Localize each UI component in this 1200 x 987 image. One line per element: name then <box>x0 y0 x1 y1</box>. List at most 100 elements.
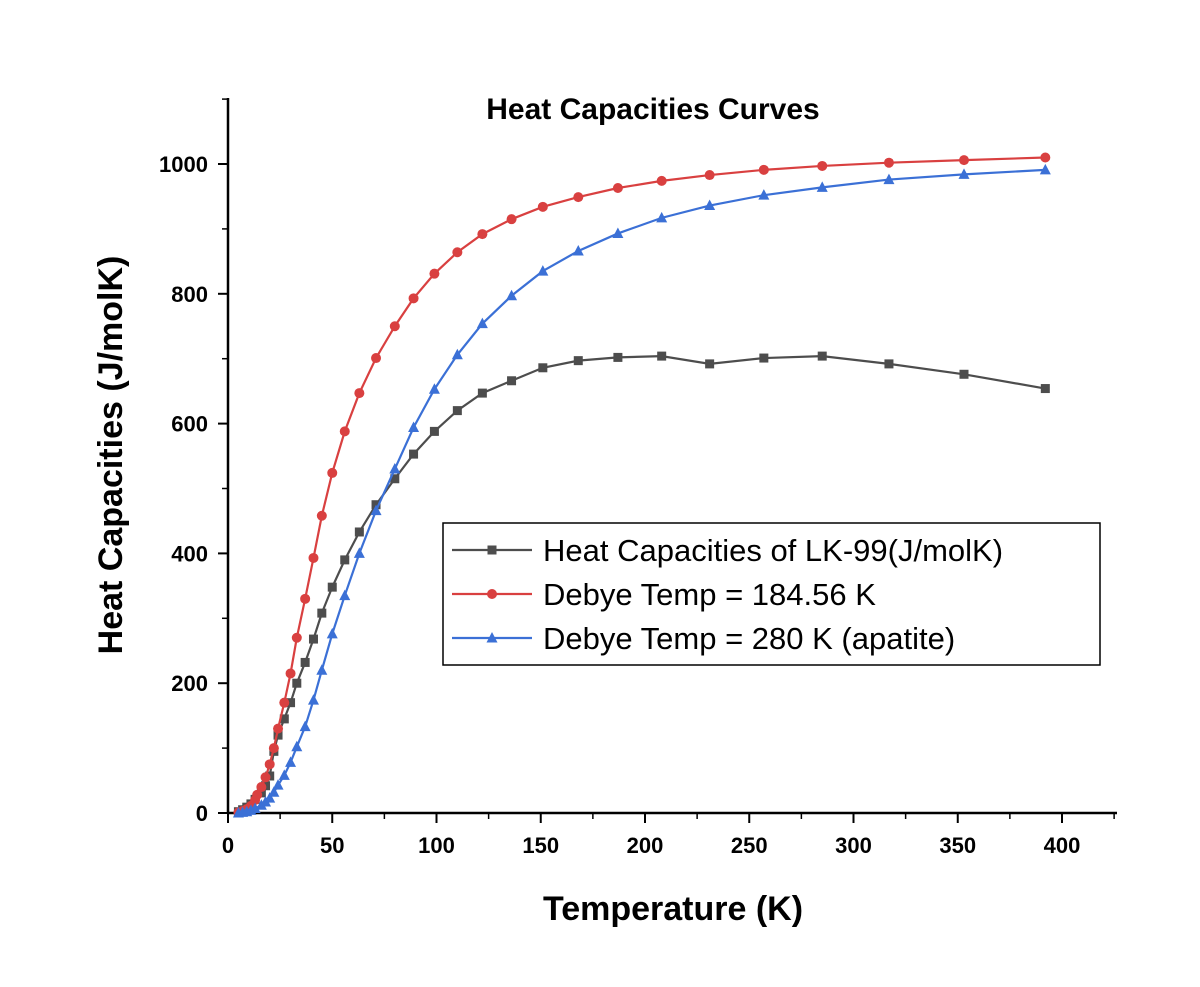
data-point-debye-18456 <box>371 353 382 364</box>
data-point-debye-18456 <box>477 229 488 240</box>
data-point-debye-280 <box>278 769 290 780</box>
data-point-debye-18456 <box>506 214 517 225</box>
data-point-debye-18456 <box>704 170 715 181</box>
series-debye-280 <box>232 163 1051 818</box>
data-point-debye-280 <box>704 199 716 211</box>
data-point-debye-18456 <box>573 192 584 203</box>
x-tick-label: 100 <box>418 833 455 858</box>
y-ticks: 0 200 400 600 800 1000 <box>159 98 228 826</box>
y-tick-label: 1000 <box>159 152 208 177</box>
data-point-debye-280 <box>370 504 382 516</box>
data-point-debye-18456 <box>308 552 319 563</box>
data-point-debye-18456 <box>300 593 311 604</box>
data-point-debye-280 <box>268 786 280 797</box>
y-tick-label: 800 <box>171 282 208 307</box>
data-point-lk99 <box>507 376 517 386</box>
data-point-debye-280 <box>958 168 970 179</box>
axes <box>226 98 1117 815</box>
data-point-debye-18456 <box>758 164 769 175</box>
data-point-lk99 <box>354 527 364 537</box>
data-point-debye-280 <box>272 779 284 790</box>
data-point-lk99 <box>300 657 310 667</box>
data-point-debye-18456 <box>817 160 828 171</box>
legend-box <box>442 522 1101 666</box>
data-point-debye-280 <box>316 664 328 675</box>
series-line-debye-280 <box>238 168 1046 815</box>
data-point-debye-18456 <box>883 157 894 168</box>
data-point-lk99 <box>477 388 487 398</box>
x-tick-label: 350 <box>939 833 976 858</box>
series-debye-18456 <box>233 152 1051 818</box>
data-point-debye-280 <box>758 189 770 200</box>
data-point-debye-280 <box>299 720 311 732</box>
data-point-debye-18456 <box>389 321 400 332</box>
x-tick-label: 50 <box>320 833 344 858</box>
data-point-debye-280 <box>506 289 518 301</box>
data-point-lk99 <box>409 449 419 459</box>
data-point-debye-18456 <box>656 175 667 186</box>
data-point-debye-18456 <box>408 293 419 304</box>
data-point-debye-18456 <box>959 155 970 166</box>
data-point-debye-18456 <box>537 201 548 212</box>
chart-title: Heat Capacities Curves <box>486 93 820 126</box>
x-tick-label: 250 <box>731 833 768 858</box>
data-point-debye-280 <box>249 802 261 813</box>
data-point-debye-280 <box>291 740 303 752</box>
legend-label: Debye Temp = 280 K (apatite) <box>543 621 955 656</box>
data-point-debye-280 <box>572 244 584 256</box>
data-point-debye-280 <box>285 756 297 767</box>
x-tick-label: 400 <box>1044 833 1081 858</box>
data-point-debye-18456 <box>612 183 623 194</box>
legend-label: Debye Temp = 184.56 K <box>543 577 876 612</box>
y-tick-label: 0 <box>196 801 208 826</box>
data-point-lk99 <box>273 730 283 740</box>
data-point-debye-280 <box>656 211 668 223</box>
data-point-lk99 <box>390 474 400 484</box>
data-point-debye-280 <box>816 181 828 192</box>
data-point-debye-280 <box>408 421 420 432</box>
data-point-debye-280 <box>389 463 401 474</box>
x-ticks: 0 50 100 150 200 250 300 350 400 <box>222 813 1115 858</box>
data-point-lk99 <box>613 352 623 362</box>
data-point-debye-18456 <box>268 743 279 754</box>
data-point-lk99 <box>538 363 548 373</box>
data-point-debye-18456 <box>1040 152 1051 163</box>
data-point-debye-18456 <box>264 759 275 770</box>
data-point-debye-18456 <box>260 772 271 783</box>
data-point-lk99 <box>817 351 827 361</box>
legend-marker <box>487 589 497 599</box>
data-point-debye-18456 <box>256 782 267 793</box>
data-point-lk99 <box>452 406 462 416</box>
legend-marker <box>486 632 498 643</box>
x-tick-label: 150 <box>522 833 559 858</box>
data-point-debye-280 <box>326 627 338 639</box>
data-point-debye-280 <box>307 694 319 705</box>
data-point-lk99 <box>292 678 302 688</box>
x-tick-label: 0 <box>222 833 234 858</box>
data-point-debye-280 <box>339 589 351 601</box>
data-point-debye-18456 <box>273 723 284 734</box>
y-axis-label: Heat Capacities (J/molK) <box>92 256 130 655</box>
data-point-debye-280 <box>353 547 365 558</box>
series-layer <box>232 152 1051 818</box>
data-point-debye-280 <box>476 317 488 329</box>
data-point-debye-280 <box>537 265 549 276</box>
data-point-debye-18456 <box>339 426 350 437</box>
data-point-lk99 <box>308 634 318 644</box>
data-point-lk99 <box>327 582 337 592</box>
y-tick-label: 200 <box>171 671 208 696</box>
data-point-lk99 <box>340 555 350 565</box>
data-point-debye-18456 <box>327 467 338 478</box>
data-point-debye-280 <box>1039 163 1051 175</box>
data-point-lk99 <box>429 426 439 436</box>
legend-marker <box>487 545 497 555</box>
data-point-debye-280 <box>612 227 624 238</box>
x-axis-label: Temperature (K) <box>543 890 803 928</box>
data-point-lk99 <box>657 351 667 361</box>
data-point-lk99 <box>286 698 296 708</box>
data-point-lk99 <box>317 608 327 618</box>
data-point-lk99 <box>279 714 289 724</box>
legend: Heat Capacities of LK-99(J/molK) Debye Te… <box>442 522 1101 666</box>
data-point-debye-18456 <box>452 247 463 258</box>
data-point-debye-18456 <box>354 388 365 399</box>
